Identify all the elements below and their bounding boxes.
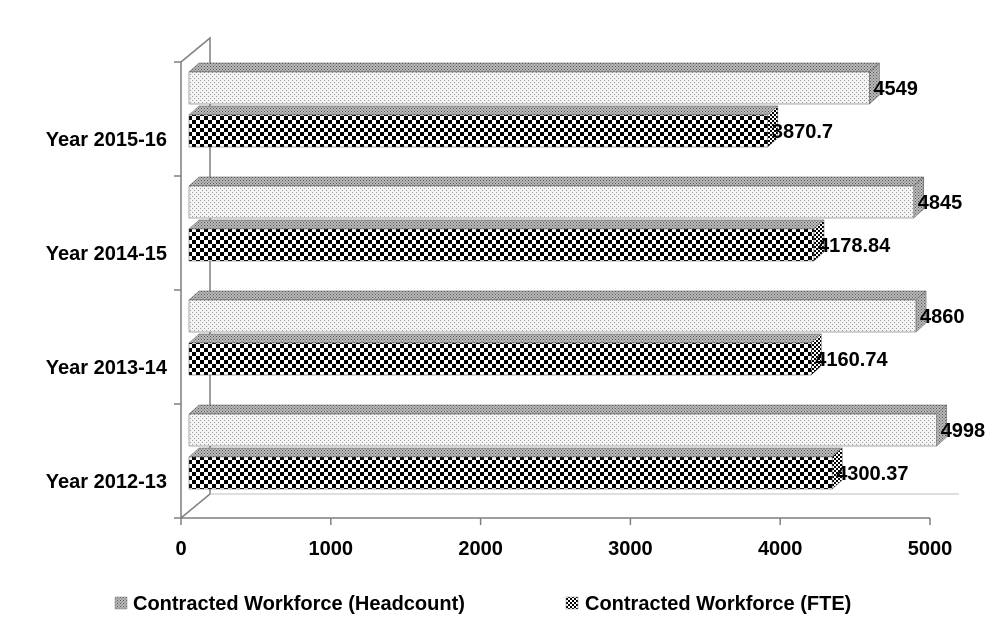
bar-top-face bbox=[188, 290, 927, 301]
bar-side-face bbox=[869, 62, 880, 105]
bar-side-face bbox=[811, 333, 822, 376]
bar-side-face bbox=[936, 404, 947, 447]
bar-front-face bbox=[188, 299, 917, 333]
bar-top-face bbox=[188, 404, 948, 415]
category-label: Year 2015-16 bbox=[46, 129, 167, 151]
bar-front-face bbox=[188, 185, 915, 219]
bar-side-face bbox=[767, 105, 779, 148]
bar-side-face bbox=[915, 290, 927, 333]
x-tick-label: 0 bbox=[175, 538, 186, 560]
bar-front-face bbox=[188, 114, 769, 148]
bar-fte bbox=[188, 219, 825, 262]
category-label: Year 2013-14 bbox=[46, 357, 168, 379]
legend-label: Contracted Workforce (FTE) bbox=[585, 593, 851, 615]
bar-top-face bbox=[188, 447, 843, 458]
legend-item: Contracted Workforce (Headcount) bbox=[114, 593, 465, 615]
labels: Year 2012-13 4998 4300.37 Year 2013-14 4860 4… bbox=[46, 78, 985, 493]
data-label: 4860 bbox=[920, 306, 965, 328]
bar-fte bbox=[188, 105, 779, 148]
bar-front-face bbox=[188, 342, 812, 376]
bar-side-face bbox=[813, 219, 825, 262]
bar-front-face bbox=[188, 456, 833, 490]
data-label: 3870.7 bbox=[772, 121, 833, 143]
x-tick-label: 1000 bbox=[309, 538, 354, 560]
legend-swatch bbox=[114, 596, 128, 610]
bar-fte bbox=[188, 447, 843, 490]
bar-front-face bbox=[188, 413, 937, 447]
data-label: 4845 bbox=[918, 192, 963, 214]
data-label: 4300.37 bbox=[836, 463, 908, 485]
legend-item: Contracted Workforce (FTE) bbox=[565, 593, 851, 615]
x-tick-label: 3000 bbox=[608, 538, 653, 560]
bar-top-face bbox=[188, 219, 825, 230]
legend-label: Contracted Workforce (Headcount) bbox=[133, 593, 465, 615]
bar-headcount bbox=[188, 404, 948, 447]
bars bbox=[188, 62, 948, 490]
legend-swatch bbox=[565, 596, 579, 610]
bar-headcount bbox=[188, 176, 925, 219]
x-tick-label: 5000 bbox=[908, 538, 953, 560]
x-tick-label: 2000 bbox=[458, 538, 503, 560]
bar-headcount bbox=[188, 290, 927, 333]
bar-front-face bbox=[188, 228, 815, 262]
data-label: 4549 bbox=[873, 78, 918, 100]
legend: Contracted Workforce (Headcount) Contract… bbox=[114, 593, 851, 615]
data-label: 4998 bbox=[941, 420, 986, 442]
x-tick-label: 4000 bbox=[758, 538, 803, 560]
bar-top-face bbox=[188, 105, 779, 116]
back-wall-outline bbox=[180, 36, 211, 519]
category-label: Year 2014-15 bbox=[46, 243, 167, 265]
bar-headcount bbox=[188, 62, 881, 105]
bar-top-face bbox=[188, 333, 822, 344]
bar-top-face bbox=[188, 176, 925, 187]
axes: 0 1000 2000 3000 4000 5000 bbox=[174, 36, 959, 560]
bar-side-face bbox=[913, 176, 925, 219]
category-label: Year 2012-13 bbox=[46, 471, 167, 493]
bar-top-face bbox=[188, 62, 881, 73]
data-label: 4160.74 bbox=[815, 349, 888, 371]
bar-side-face bbox=[831, 447, 843, 490]
data-label: 4178.84 bbox=[818, 235, 891, 257]
bar-front-face bbox=[188, 71, 870, 105]
bar-fte bbox=[188, 333, 822, 376]
